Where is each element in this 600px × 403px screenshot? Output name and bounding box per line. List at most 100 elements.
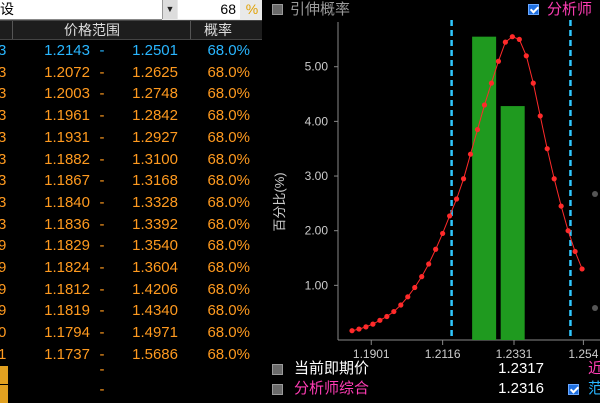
range-dash: - <box>99 172 105 190</box>
table-row[interactable]: 9 1.1829- 1.3540 68.0% <box>0 235 262 256</box>
x-tick-label: 1.2331 <box>496 347 533 361</box>
curve-point <box>405 294 411 300</box>
probability-input[interactable]: 68 <box>178 0 240 19</box>
range-low-cell: 1.2003 <box>44 85 90 103</box>
y-tick-label: 4.00 <box>305 114 329 128</box>
x-tick-label: 1.2116 <box>425 347 461 361</box>
range-low-cell: 1.1867 <box>44 172 90 190</box>
probability-cell: 68.0% <box>207 345 250 363</box>
implied-probability-label: 引伸概率 <box>290 1 351 18</box>
column-header-probability[interactable]: 概率 <box>204 22 232 38</box>
chart-panel: 引伸概率 分析师 百分比(%) 1.00 2.00 3.00 4.00 5.00 1.1… <box>262 0 600 400</box>
period-select[interactable]: 设 <box>0 0 162 20</box>
table-row[interactable]: 0 1.1794- 1.4971 68.0% <box>0 322 262 343</box>
range-high-cell: 1.3604 <box>132 259 178 276</box>
curve-point <box>447 213 453 219</box>
range-low-cell: 1.1824 <box>44 259 90 276</box>
probability-cell: 68.0% <box>207 324 250 342</box>
table-row[interactable]: 3 1.2072- 1.2625 68.0% <box>0 62 262 83</box>
range-high-cell: 1.4206 <box>132 280 178 298</box>
row-index-cell: 3 <box>0 63 7 81</box>
table-row[interactable]: 9 1.1824- 1.3604 68.0% <box>0 257 262 278</box>
y-tick-label: 1.00 <box>305 278 329 292</box>
percent-sign: % <box>245 1 259 17</box>
range-low-cell: 1.1961 <box>44 107 90 125</box>
table-row[interactable]: 3 1.1867- 1.3168 68.0% <box>0 170 262 191</box>
probability-cell: 68.0% <box>207 42 250 59</box>
current-forward-value: 1.2317 <box>498 360 544 377</box>
table-row[interactable]: 3 1.1961- 1.2842 68.0% <box>0 105 262 126</box>
table-row[interactable]: 3 1.1931- 1.2927 68.0% <box>0 127 262 148</box>
curve-point <box>467 151 474 157</box>
curve-point <box>544 146 550 152</box>
curve-point <box>419 274 425 280</box>
probability-cell: 68.0% <box>207 107 250 125</box>
legend-label-range: 范 <box>588 380 600 397</box>
range-dash: - <box>99 128 105 146</box>
curve-point <box>384 313 390 320</box>
range-dash: - <box>99 63 105 81</box>
curve-point <box>453 196 460 202</box>
curve-point <box>558 203 564 209</box>
probability-cell: 68.0% <box>207 128 250 146</box>
analyst-composite-checkbox[interactable] <box>272 384 283 395</box>
probability-cell: 68.0% <box>207 280 250 298</box>
table-row[interactable]: 1 1.1737- 1.5686 68.0% <box>0 344 262 365</box>
column-divider <box>190 21 191 39</box>
analyst-composite-value: 1.2316 <box>498 380 544 397</box>
curve-point <box>481 102 488 108</box>
curve-point <box>572 248 578 255</box>
table-row[interactable]: 3 1.1840- 1.3328 68.0% <box>0 192 262 213</box>
curve-point <box>377 317 383 323</box>
range-dash: - <box>99 237 105 255</box>
range-low-cell: 1.1931 <box>44 128 90 146</box>
range-checkbox[interactable] <box>568 384 579 395</box>
row-index-cell: 9 <box>0 237 7 255</box>
row-index-cell: 3 <box>0 150 7 168</box>
range-high-cell: 1.3168 <box>132 172 178 190</box>
table-row[interactable]: 3 1.1882- 1.3100 68.0% <box>0 149 262 170</box>
column-header-range[interactable]: 价格范围 <box>64 22 120 38</box>
curve-point <box>516 36 522 42</box>
current-forward-checkbox[interactable] <box>272 364 283 375</box>
range-dash: - <box>99 345 105 363</box>
range-low-cell: 1.1882 <box>44 150 90 168</box>
analyst-checkbox[interactable] <box>528 4 539 15</box>
range-dash: - <box>99 259 105 276</box>
range-dash: - <box>99 324 105 342</box>
table-row[interactable]: 3 1.2003- 1.2748 68.0% <box>0 83 262 104</box>
curve-point <box>391 308 397 315</box>
table-row[interactable]: 9 1.1819- 1.4340 68.0% <box>0 300 262 321</box>
curve-point <box>363 324 369 330</box>
y-tick-label: 3.00 <box>305 169 329 183</box>
curve-point <box>398 302 404 308</box>
probability-cell: 68.0% <box>207 193 250 211</box>
x-tick-label: 1.254 <box>568 347 598 361</box>
curve-point <box>495 58 502 64</box>
range-low-cell: 1.2143 <box>44 42 90 59</box>
probability-cell: 68.0% <box>207 172 250 190</box>
chevron-down-icon[interactable]: ▼ <box>162 0 177 19</box>
curve-point <box>370 321 376 327</box>
row-marker <box>0 385 8 403</box>
range-high-cell: 1.2501 <box>132 42 178 59</box>
table-row[interactable]: 3 1.2143- 1.2501 68.0% <box>0 40 262 61</box>
range-high-cell: 1.3540 <box>132 237 178 255</box>
range-high-cell: 1.4340 <box>132 302 178 320</box>
implied-probability-checkbox[interactable] <box>272 4 283 15</box>
y-axis-label: 百分比(%) <box>272 172 287 231</box>
table-row[interactable]: 9 1.1812- 1.4206 68.0% <box>0 279 262 300</box>
curve-point <box>551 176 557 182</box>
curve-point <box>509 34 515 40</box>
analyst-composite-label: 分析师综合 <box>294 380 370 397</box>
range-dash: - <box>99 280 105 298</box>
current-forward-label: 当前即期价 <box>294 360 370 377</box>
curve-point <box>502 39 508 45</box>
row-index-cell: 1 <box>0 345 7 363</box>
table-row[interactable]: 3 1.1836- 1.3392 68.0% <box>0 214 262 235</box>
probability-cell: 68.0% <box>207 259 250 276</box>
curve-point <box>565 228 571 234</box>
range-low-cell: 1.2072 <box>44 63 90 81</box>
analyst-label: 分析师 <box>547 1 593 18</box>
range-low-cell: 1.1836 <box>44 215 90 233</box>
